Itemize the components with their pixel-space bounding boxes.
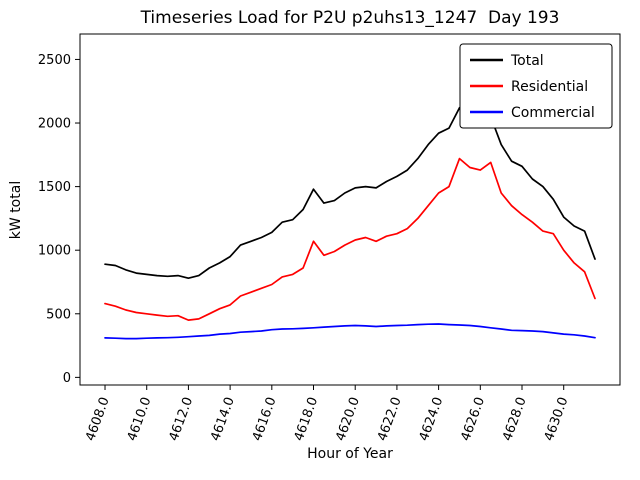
y-axis: 0 500 1000 1500 2000 2500 [38,53,80,386]
plot-lines [104,106,596,340]
y-tick-label: 1000 [38,244,71,259]
y-tick-label: 500 [46,307,71,322]
legend: Total Residential Commercial [459,43,613,129]
y-tick-label: 1500 [38,180,71,195]
series-line-commercial [104,323,596,340]
legend-label-commercial: Commercial [511,105,595,121]
chart-title: Timeseries Load for P2U p2uhs13_1247 Day… [140,8,560,28]
legend-label-total: Total [510,53,544,69]
plot-border [79,33,621,386]
y-tick-label: 2000 [38,117,71,132]
series-line-total [104,106,596,280]
legend-box [459,43,613,129]
y-tick-label: 2500 [38,53,71,68]
series-line-residential [104,157,596,321]
y-tick-label: 0 [63,371,71,386]
y-axis-label: kW total [8,181,24,239]
legend-label-residential: Residential [511,79,588,95]
x-axis-label: Hour of Year [307,446,393,462]
